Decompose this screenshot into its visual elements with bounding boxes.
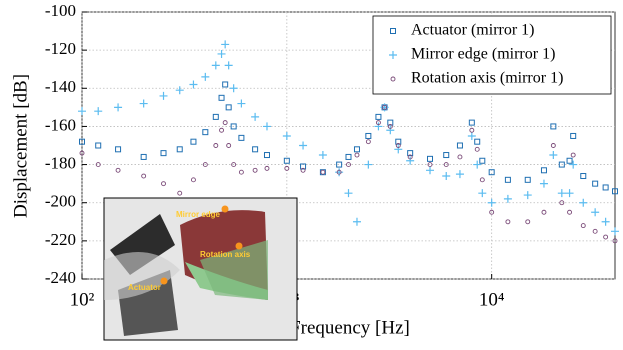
y-tick-label: -160 bbox=[45, 115, 76, 134]
inset-label: Actuator bbox=[128, 283, 161, 292]
y-tick-label: -140 bbox=[45, 77, 76, 96]
x-axis-label: Frequency [Hz] bbox=[290, 317, 410, 338]
y-tick-label: -220 bbox=[45, 230, 76, 249]
chart: -240-220-200-180-160-140-120-10010²10³10… bbox=[0, 0, 623, 350]
inset: Mirror edge Rotation axis Actuator bbox=[104, 198, 297, 340]
y-tick-label: -100 bbox=[45, 1, 76, 20]
legend-label: Mirror edge (mirror 1) bbox=[411, 46, 555, 63]
y-tick-label: -120 bbox=[45, 39, 76, 58]
y-tick-label: -200 bbox=[45, 192, 76, 211]
legend-label: Rotation axis (mirror 1) bbox=[411, 70, 563, 87]
y-tick-label: -240 bbox=[45, 268, 76, 287]
inset-dot bbox=[222, 206, 229, 213]
inset-dot bbox=[236, 243, 243, 250]
legend-label: Actuator (mirror 1) bbox=[411, 22, 535, 39]
inset-label: Rotation axis bbox=[200, 250, 251, 259]
y-axis-label: Displacement [dB] bbox=[10, 74, 31, 218]
y-tick-label: -180 bbox=[45, 153, 76, 172]
x-tick-label: 10⁴ bbox=[479, 289, 505, 310]
inset-label: Mirror edge bbox=[176, 210, 221, 219]
x-tick-label: 10² bbox=[70, 289, 95, 310]
inset-dot bbox=[161, 278, 168, 285]
